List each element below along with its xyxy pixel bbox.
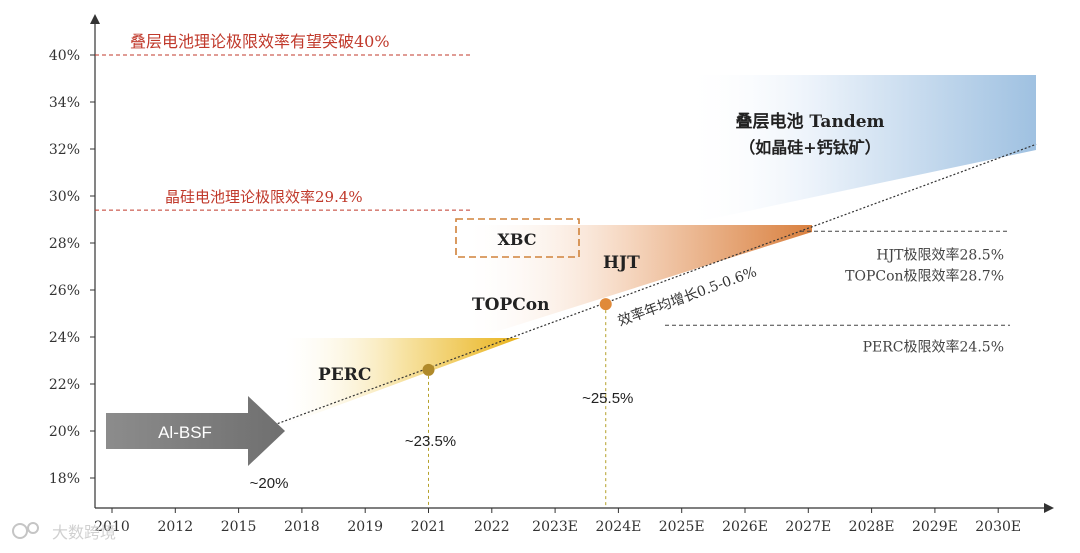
x-tick-label: 2010 <box>94 519 130 535</box>
x-tick-label: 2028E <box>849 519 895 535</box>
y-tick-label: 20% <box>49 424 80 440</box>
reference-lines: 叠层电池理论极限效率有望突破40% 晶硅电池理论极限效率29.4% HJT极限效率2… <box>95 32 1010 355</box>
tandem-region <box>682 75 1036 225</box>
tech-label-tandem: 叠层电池 Tandem <box>735 111 884 132</box>
y-tick-label: 30% <box>49 189 80 205</box>
x-tick-label: 2023E <box>532 519 578 535</box>
ref-line-0-label: 叠层电池理论极限效率有望突破40% <box>130 32 390 51</box>
y-tick-label: 28% <box>49 236 80 252</box>
tech-label-hjt: HJT <box>603 253 640 273</box>
x-tick-label: 2022 <box>474 519 510 535</box>
tech-label-topcon: TOPCon <box>472 295 549 315</box>
topcon-hjt-region <box>470 225 812 340</box>
watermark: 大数跨境 <box>12 522 116 542</box>
x-tick-label: 2018 <box>284 519 320 535</box>
x-axis-arrow-icon <box>1044 503 1054 513</box>
ref-line-4-label: PERC极限效率24.5% <box>863 338 1004 355</box>
tech-label-al-bsf: Al-BSF <box>158 423 212 442</box>
xbc-box <box>455 218 580 258</box>
y-tick-label: 40% <box>49 48 80 64</box>
watermark-text: 大数跨境 <box>52 523 116 542</box>
x-ticks: 2010 2012 2015 2018 2019 2021 2022 2023E 2024E 20… <box>94 508 1021 535</box>
x-tick-label: 2012 <box>157 519 193 535</box>
x-tick-label: 2024E <box>595 519 641 535</box>
ref-line-1-label: 晶硅电池理论极限效率29.4% <box>165 188 363 206</box>
x-tick-label: 2029E <box>912 519 958 535</box>
x-tick-label: 2025E <box>659 519 705 535</box>
trend-line <box>270 143 1037 427</box>
x-tick-label: 2019 <box>347 519 383 535</box>
y-tick-label: 34% <box>49 95 80 111</box>
x-tick-label: 2015 <box>221 519 257 535</box>
y-tick-label: 22% <box>49 377 80 393</box>
ref-line-2-label: HJT极限效率28.5% <box>876 246 1004 263</box>
al-bsf-arrow <box>106 396 285 466</box>
y-tick-label: 24% <box>49 330 80 346</box>
y-tick-label: 26% <box>49 283 80 299</box>
tech-label-xbc: XBC <box>498 230 537 249</box>
x-tick-label: 2030E <box>975 519 1021 535</box>
milestone-point <box>599 298 612 311</box>
tech-label-tandem-note: （如晶硅+钙钛矿） <box>739 138 880 157</box>
watermark-logo-icon <box>12 523 28 539</box>
y-axis-arrow-icon <box>90 14 100 24</box>
ref-line-3-label: TOPCon极限效率28.7% <box>845 267 1004 284</box>
x-tick-label: 2026E <box>722 519 768 535</box>
x-tick-label: 2021 <box>411 519 447 535</box>
milestone-label: ~25.5% <box>582 390 633 407</box>
y-tick-label: 18% <box>49 471 80 487</box>
milestone-label: ~23.5% <box>405 433 456 450</box>
perc-region <box>285 338 520 425</box>
y-ticks: 18% 20% 22% 24% 26% 28% 30% 32% 34% 40% <box>49 48 95 487</box>
milestone-point <box>422 363 435 376</box>
y-tick-label: 32% <box>49 142 80 158</box>
tech-label-perc: PERC <box>318 365 371 385</box>
milestone-label: ~20% <box>250 475 289 492</box>
x-tick-label: 2027E <box>785 519 831 535</box>
